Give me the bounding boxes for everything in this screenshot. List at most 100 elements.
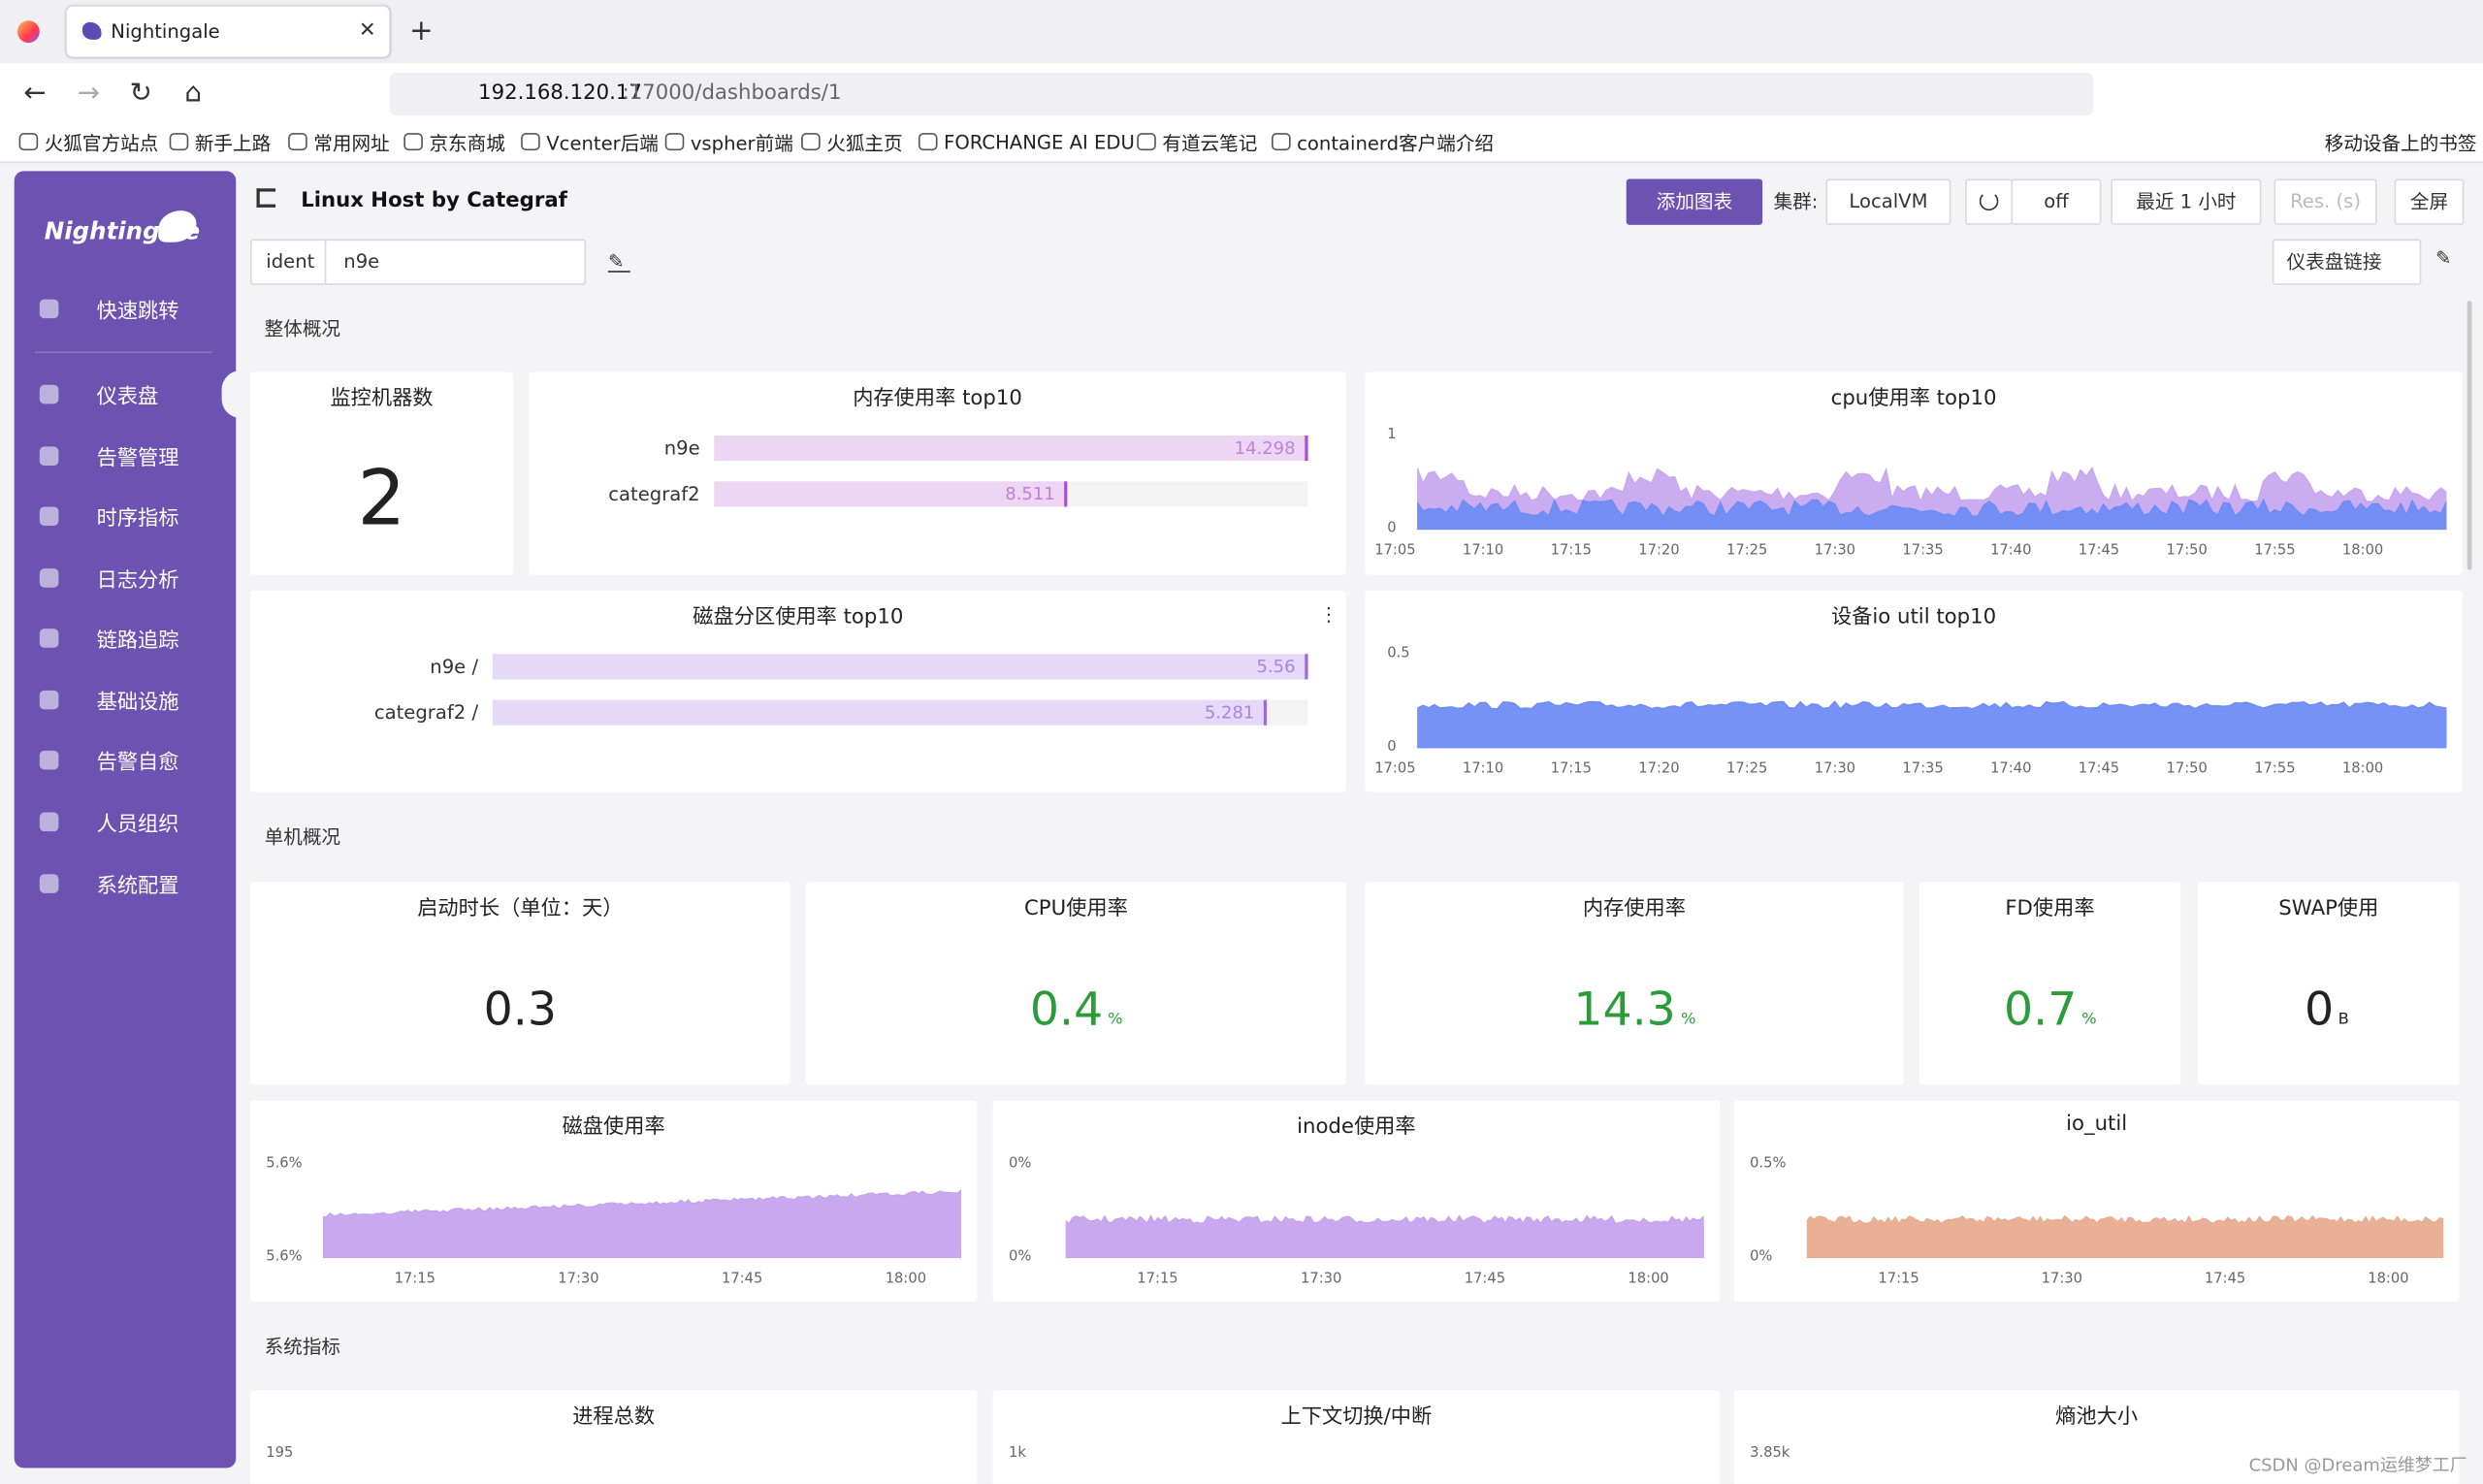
- x-tick-label: 17:25: [1725, 761, 1768, 778]
- x-tick-label: 17:20: [1638, 542, 1680, 560]
- stat-unit: %: [2081, 1011, 2097, 1029]
- x-tick-label: 17:55: [2254, 542, 2296, 560]
- x-tick-label: 17:55: [2254, 761, 2296, 778]
- links-button[interactable]: [2272, 239, 2422, 285]
- bookmark[interactable]: vspher前端: [690, 132, 793, 155]
- x-tick-label: 18:00: [885, 1272, 927, 1288]
- bar: [714, 481, 1068, 507]
- panel: [1919, 882, 2181, 1085]
- panel-title: FD使用率: [2005, 896, 2095, 921]
- bookmark-icon: [169, 133, 189, 151]
- menu-icon: [39, 690, 59, 710]
- resolution[interactable]: [2273, 178, 2377, 225]
- variable-name: ident: [266, 249, 315, 273]
- stat-unit: %: [1681, 1011, 1696, 1029]
- menu-item[interactable]: 系统配置: [96, 875, 179, 899]
- variable-box[interactable]: [249, 239, 587, 285]
- menu-item[interactable]: 仪表盘: [96, 385, 159, 410]
- add-chart-button[interactable]: [1626, 178, 1763, 225]
- bookmark[interactable]: 火狐主页: [826, 132, 903, 155]
- menu-item[interactable]: 人员组织: [96, 813, 179, 837]
- links-label[interactable]: 仪表盘链接: [2286, 250, 2382, 274]
- menu-icon: [39, 629, 59, 648]
- area: [323, 1188, 962, 1259]
- cluster-select-label[interactable]: LocalVM: [1849, 189, 1928, 212]
- forward-button[interactable]: →: [77, 77, 101, 110]
- panel: [249, 1390, 978, 1484]
- bar-value: 14.298: [1234, 437, 1296, 459]
- back-icon[interactable]: [256, 188, 276, 208]
- reload-button[interactable]: ↻: [129, 77, 152, 110]
- resolution-label[interactable]: Res. (s): [2290, 189, 2362, 212]
- x-tick-label: 17:35: [1902, 542, 1944, 560]
- bookmark[interactable]: FORCHANGE AI EDU: [944, 131, 1135, 154]
- x-tick-label: 18:00: [2341, 542, 2384, 560]
- x-tick-label: 17:15: [1550, 542, 1592, 560]
- menu-item[interactable]: 快速跳转: [96, 300, 179, 324]
- edit-icon[interactable]: ✎: [607, 250, 630, 273]
- add-chart-label[interactable]: 添加图表: [1656, 190, 1733, 213]
- y-tick-label: 5.6%: [266, 1155, 303, 1173]
- bar-label: n9e: [663, 436, 700, 460]
- panel-menu[interactable]: ⋮: [1318, 603, 1338, 626]
- plot: [1417, 700, 2447, 749]
- time-range[interactable]: [2111, 178, 2262, 225]
- panel: [992, 1100, 1721, 1303]
- menu-item[interactable]: 告警自愈: [96, 751, 179, 776]
- x-tick-label: 17:45: [2078, 761, 2120, 778]
- fullscreen-label[interactable]: 全屏: [2409, 190, 2449, 213]
- y-tick-label: 0%: [1008, 1155, 1032, 1173]
- plot: [1065, 1214, 1704, 1259]
- active-tab[interactable]: [66, 6, 390, 57]
- bookmark[interactable]: 有道云笔记: [1162, 132, 1258, 155]
- stat-value: 14.3: [1573, 982, 1676, 1036]
- bar-label: categraf2: [608, 482, 700, 505]
- new-tab[interactable]: +: [408, 14, 434, 48]
- panel-title: 磁盘使用率: [562, 1115, 665, 1140]
- panel: [1365, 590, 2463, 792]
- bookmark[interactable]: 常用网址: [313, 132, 390, 155]
- x-tick-label: 18:00: [1628, 1272, 1669, 1288]
- menu-item[interactable]: 日志分析: [96, 568, 179, 594]
- bookmark[interactable]: 新手上路: [194, 132, 272, 155]
- panel: [1733, 1390, 2460, 1484]
- x-tick-label: 18:00: [2368, 1272, 2409, 1288]
- menu-item[interactable]: 链路追踪: [96, 629, 179, 654]
- menu-item[interactable]: 基础设施: [96, 691, 179, 716]
- mobile-bookmarks[interactable]: 移动设备上的书签: [2324, 132, 2477, 155]
- group-title[interactable]: 系统指标: [264, 1336, 341, 1358]
- y-tick-label: 0: [1387, 521, 1397, 537]
- group-title[interactable]: 整体概况: [264, 317, 341, 340]
- cluster-select[interactable]: [1825, 178, 1951, 225]
- fullscreen[interactable]: [2394, 178, 2465, 225]
- bookmark-icon: [664, 133, 685, 151]
- home-button[interactable]: ⌂: [184, 77, 202, 110]
- bookmarks-bar: [0, 123, 2483, 164]
- time-range-label[interactable]: 最近 1 小时: [2136, 190, 2237, 213]
- bookmark[interactable]: containerd客户端介绍: [1297, 132, 1495, 155]
- panel-title: 启动时长（单位：天）: [417, 896, 624, 921]
- bookmark[interactable]: 京东商城: [429, 132, 505, 155]
- links-edit-icon[interactable]: ✎: [2435, 246, 2452, 270]
- scrollbar: [2467, 301, 2472, 570]
- x-tick-label: 17:45: [2078, 542, 2120, 560]
- bookmark[interactable]: 火狐官方站点: [44, 132, 159, 155]
- x-tick-label: 17:50: [2166, 761, 2208, 778]
- y-tick-label: 0: [1387, 739, 1397, 756]
- stat-value: 0.4: [1029, 982, 1104, 1036]
- group-title[interactable]: 单机概况: [264, 825, 341, 849]
- x-tick-label: 17:15: [1137, 1272, 1178, 1288]
- refresh-select-label[interactable]: off: [2044, 189, 2069, 212]
- menu-item[interactable]: 告警管理: [96, 447, 179, 471]
- tab-close[interactable]: ✕: [358, 18, 376, 44]
- bookmark[interactable]: Vcenter后端: [546, 132, 659, 155]
- bookmark-icon: [801, 133, 821, 151]
- back-button[interactable]: ←: [23, 77, 47, 110]
- refresh-select[interactable]: [2011, 178, 2102, 225]
- panel-title: 上下文切换/中断: [1280, 1404, 1433, 1430]
- menu-item[interactable]: 时序指标: [96, 507, 179, 532]
- stat-unit: B: [2338, 1011, 2349, 1029]
- panel-title: inode使用率: [1297, 1115, 1416, 1140]
- url-field[interactable]: [389, 73, 2094, 116]
